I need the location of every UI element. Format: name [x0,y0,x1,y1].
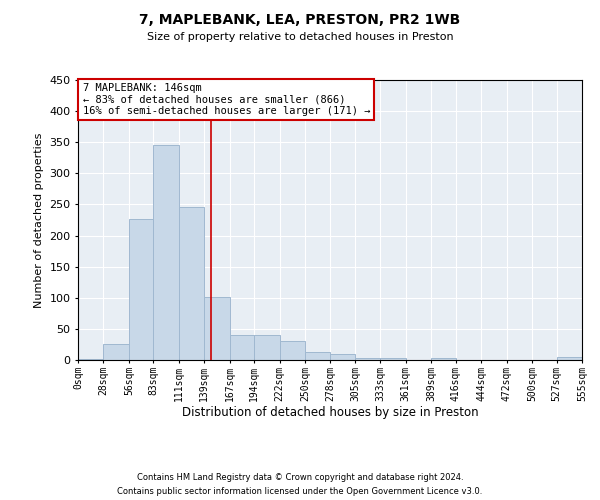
Bar [431,358,456,360]
Text: 7, MAPLEBANK, LEA, PRESTON, PR2 1WB: 7, MAPLEBANK, LEA, PRESTON, PR2 1WB [139,12,461,26]
X-axis label: Distribution of detached houses by size in Preston: Distribution of detached houses by size … [182,406,478,420]
Bar [103,344,129,360]
Bar [380,358,406,360]
Bar [204,297,230,360]
Text: 7 MAPLEBANK: 146sqm
← 83% of detached houses are smaller (866)
16% of semi-detac: 7 MAPLEBANK: 146sqm ← 83% of detached ho… [83,83,370,116]
Bar [230,335,254,360]
Bar [305,352,331,360]
Text: Contains public sector information licensed under the Open Government Licence v3: Contains public sector information licen… [118,488,482,496]
Bar [129,220,154,360]
Bar [331,354,355,360]
Bar [557,357,582,360]
Bar [254,335,280,360]
Bar [179,207,204,360]
Y-axis label: Number of detached properties: Number of detached properties [34,132,44,308]
Bar [78,359,103,360]
Bar [355,358,380,360]
Text: Size of property relative to detached houses in Preston: Size of property relative to detached ho… [146,32,454,42]
Text: Contains HM Land Registry data © Crown copyright and database right 2024.: Contains HM Land Registry data © Crown c… [137,472,463,482]
Bar [154,144,179,360]
Bar [280,342,305,360]
